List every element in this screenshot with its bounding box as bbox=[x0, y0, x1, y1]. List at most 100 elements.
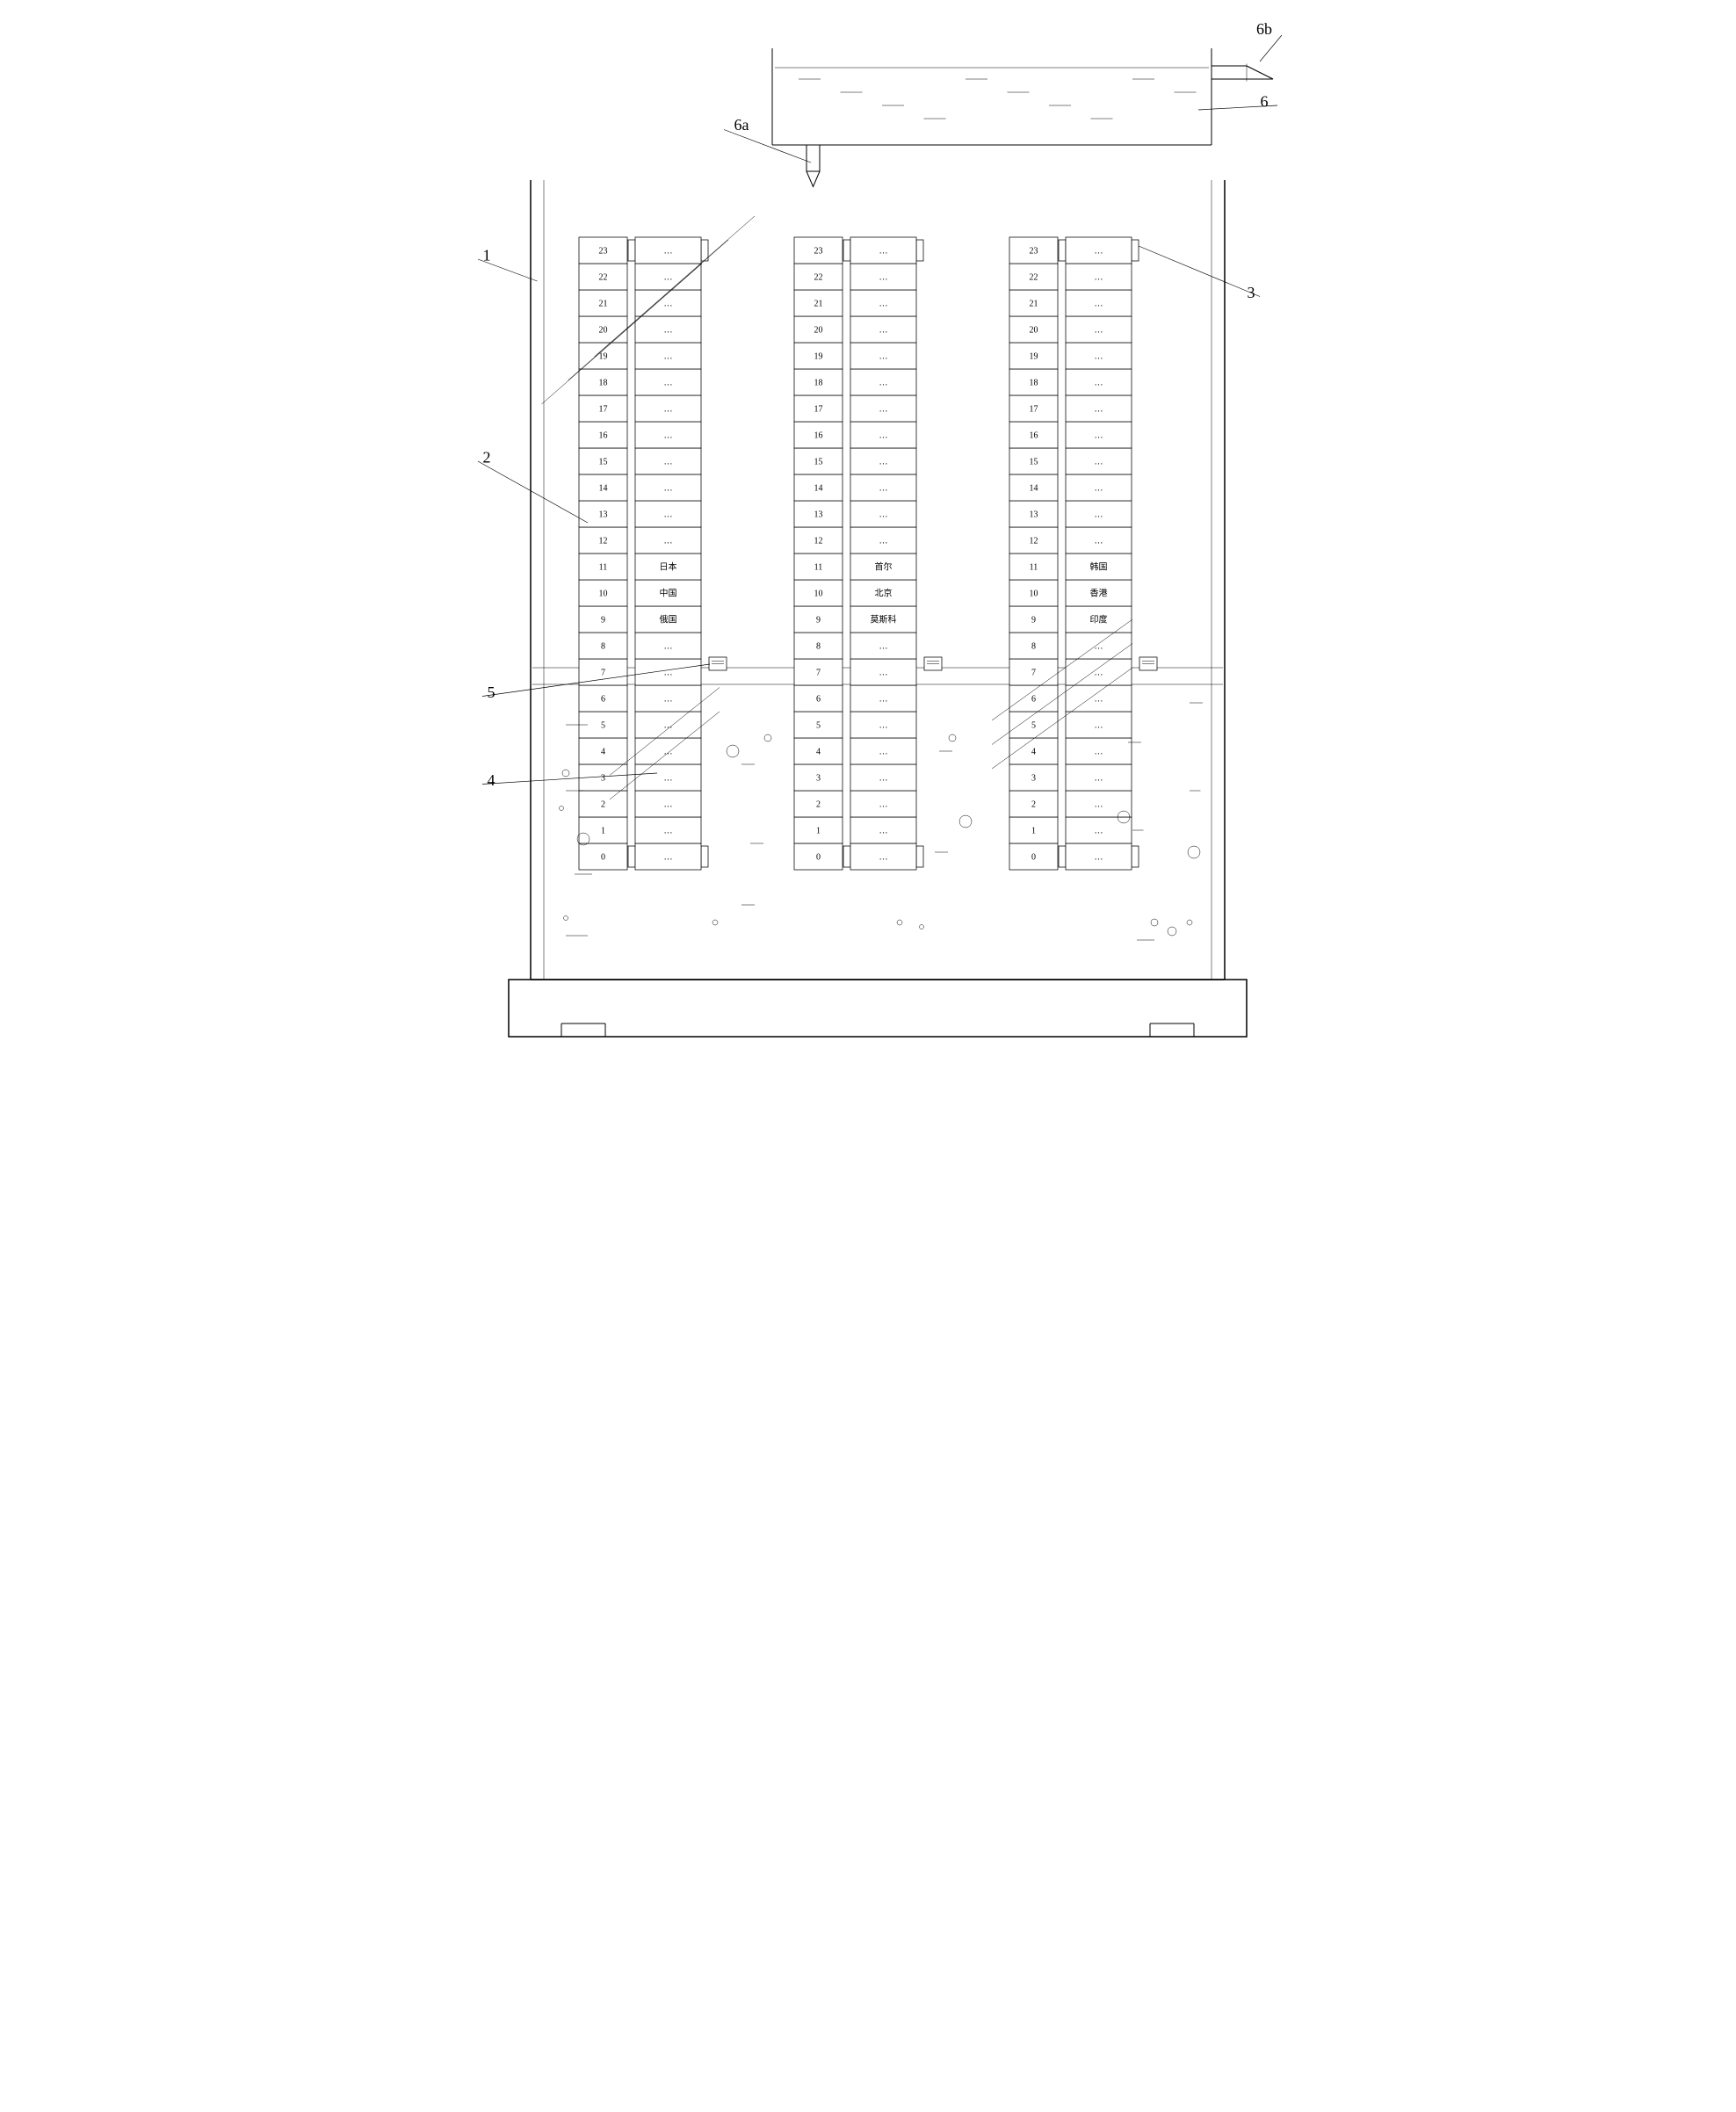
svg-text:…: … bbox=[664, 457, 673, 467]
svg-text:…: … bbox=[879, 351, 888, 361]
svg-text:2: 2 bbox=[483, 449, 491, 467]
svg-text:21: 21 bbox=[1030, 299, 1038, 308]
svg-text:8: 8 bbox=[601, 641, 605, 651]
svg-text:16: 16 bbox=[814, 430, 823, 440]
svg-text:…: … bbox=[879, 457, 888, 467]
svg-text:…: … bbox=[1095, 747, 1103, 756]
svg-text:3: 3 bbox=[1248, 284, 1255, 301]
svg-text:…: … bbox=[879, 272, 888, 282]
svg-text:16: 16 bbox=[1030, 430, 1038, 440]
svg-text:…: … bbox=[664, 404, 673, 414]
svg-text:1: 1 bbox=[1031, 826, 1036, 835]
svg-text:21: 21 bbox=[599, 299, 608, 308]
svg-text:5: 5 bbox=[1031, 720, 1036, 730]
svg-text:5: 5 bbox=[488, 684, 495, 701]
svg-text:…: … bbox=[879, 510, 888, 519]
svg-text:13: 13 bbox=[1030, 510, 1038, 519]
svg-text:印度: 印度 bbox=[1090, 613, 1108, 625]
svg-text:…: … bbox=[664, 641, 673, 651]
svg-text:22: 22 bbox=[1030, 272, 1038, 282]
svg-text:15: 15 bbox=[814, 457, 823, 467]
svg-text:12: 12 bbox=[814, 536, 823, 546]
svg-text:…: … bbox=[1095, 510, 1103, 519]
svg-text:17: 17 bbox=[814, 404, 823, 414]
svg-text:…: … bbox=[664, 799, 673, 809]
svg-text:…: … bbox=[879, 246, 888, 256]
svg-text:…: … bbox=[1095, 641, 1103, 651]
svg-text:6: 6 bbox=[816, 694, 821, 704]
svg-text:9: 9 bbox=[601, 615, 605, 625]
svg-text:5: 5 bbox=[816, 720, 821, 730]
svg-text:…: … bbox=[664, 510, 673, 519]
svg-text:…: … bbox=[879, 404, 888, 414]
svg-text:1: 1 bbox=[483, 247, 491, 264]
svg-text:15: 15 bbox=[1030, 457, 1038, 467]
svg-text:…: … bbox=[1095, 826, 1103, 835]
svg-text:…: … bbox=[879, 773, 888, 783]
svg-text:5: 5 bbox=[601, 720, 605, 730]
svg-text:19: 19 bbox=[1030, 351, 1038, 361]
svg-text:香港: 香港 bbox=[1090, 588, 1108, 598]
svg-text:…: … bbox=[1095, 430, 1103, 440]
svg-text:4: 4 bbox=[488, 771, 495, 789]
svg-text:11: 11 bbox=[814, 562, 823, 572]
svg-text:1: 1 bbox=[816, 826, 821, 835]
svg-text:…: … bbox=[879, 378, 888, 387]
svg-text:…: … bbox=[664, 536, 673, 546]
svg-text:2: 2 bbox=[1031, 799, 1036, 809]
svg-text:…: … bbox=[1095, 272, 1103, 282]
svg-text:…: … bbox=[1095, 351, 1103, 361]
svg-text:…: … bbox=[664, 694, 673, 704]
svg-text:…: … bbox=[664, 720, 673, 730]
svg-text:10: 10 bbox=[599, 589, 608, 598]
svg-text:13: 13 bbox=[814, 510, 823, 519]
svg-text:10: 10 bbox=[1030, 589, 1038, 598]
svg-text:15: 15 bbox=[599, 457, 608, 467]
svg-text:…: … bbox=[879, 747, 888, 756]
svg-text:0: 0 bbox=[816, 852, 821, 862]
svg-text:4: 4 bbox=[816, 747, 821, 756]
svg-text:16: 16 bbox=[599, 430, 608, 440]
svg-text:…: … bbox=[664, 299, 673, 308]
svg-text:…: … bbox=[1095, 799, 1103, 809]
svg-text:…: … bbox=[1095, 536, 1103, 546]
svg-text:8: 8 bbox=[1031, 641, 1036, 651]
svg-text:…: … bbox=[664, 826, 673, 835]
svg-text:莫斯科: 莫斯科 bbox=[871, 613, 897, 625]
svg-text:…: … bbox=[1095, 378, 1103, 387]
svg-text:3: 3 bbox=[1031, 773, 1036, 783]
svg-text:23: 23 bbox=[599, 246, 608, 256]
svg-text:6: 6 bbox=[1261, 93, 1269, 111]
svg-text:17: 17 bbox=[1030, 404, 1038, 414]
svg-text:18: 18 bbox=[814, 378, 823, 387]
svg-text:21: 21 bbox=[814, 299, 823, 308]
svg-text:…: … bbox=[1095, 404, 1103, 414]
svg-text:韩国: 韩国 bbox=[1090, 561, 1108, 572]
svg-text:…: … bbox=[664, 378, 673, 387]
svg-text:北京: 北京 bbox=[875, 587, 893, 598]
svg-text:3: 3 bbox=[816, 773, 821, 783]
svg-text:…: … bbox=[879, 852, 888, 862]
svg-text:首尔: 首尔 bbox=[875, 561, 893, 572]
svg-text:7: 7 bbox=[1031, 668, 1036, 677]
svg-text:…: … bbox=[664, 272, 673, 282]
svg-text:俄国: 俄国 bbox=[660, 614, 677, 625]
svg-text:…: … bbox=[664, 325, 673, 335]
svg-text:…: … bbox=[879, 430, 888, 440]
svg-text:…: … bbox=[1095, 773, 1103, 783]
svg-text:4: 4 bbox=[1031, 747, 1036, 756]
svg-text:8: 8 bbox=[816, 641, 821, 651]
svg-text:19: 19 bbox=[814, 351, 823, 361]
svg-text:1: 1 bbox=[601, 826, 605, 835]
svg-text:…: … bbox=[879, 641, 888, 651]
svg-text:4: 4 bbox=[601, 747, 605, 756]
svg-text:…: … bbox=[879, 799, 888, 809]
svg-text:11: 11 bbox=[1030, 562, 1038, 572]
svg-text:…: … bbox=[1095, 852, 1103, 862]
svg-text:7: 7 bbox=[601, 668, 605, 677]
svg-text:14: 14 bbox=[599, 483, 608, 493]
svg-text:11: 11 bbox=[599, 562, 608, 572]
svg-text:…: … bbox=[879, 720, 888, 730]
svg-text:…: … bbox=[879, 325, 888, 335]
svg-text:…: … bbox=[664, 852, 673, 862]
